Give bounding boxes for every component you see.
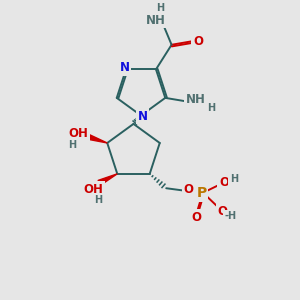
Text: -H: -H <box>225 212 237 221</box>
Text: O: O <box>193 35 203 48</box>
Text: H: H <box>207 103 215 113</box>
Text: NH: NH <box>186 93 206 106</box>
Text: H: H <box>156 3 164 13</box>
Text: NH: NH <box>146 14 166 27</box>
Text: O: O <box>183 183 194 196</box>
Text: OH: OH <box>68 127 88 140</box>
Text: O: O <box>219 176 229 189</box>
Text: O: O <box>191 211 201 224</box>
Text: OH: OH <box>83 183 103 196</box>
Text: N: N <box>137 110 148 123</box>
Text: N: N <box>119 61 130 74</box>
Text: H: H <box>68 140 76 150</box>
Polygon shape <box>86 134 107 143</box>
Text: O: O <box>218 205 228 218</box>
Polygon shape <box>98 174 117 185</box>
Text: P: P <box>196 186 207 200</box>
Text: H: H <box>230 174 238 184</box>
Text: H: H <box>94 195 102 205</box>
